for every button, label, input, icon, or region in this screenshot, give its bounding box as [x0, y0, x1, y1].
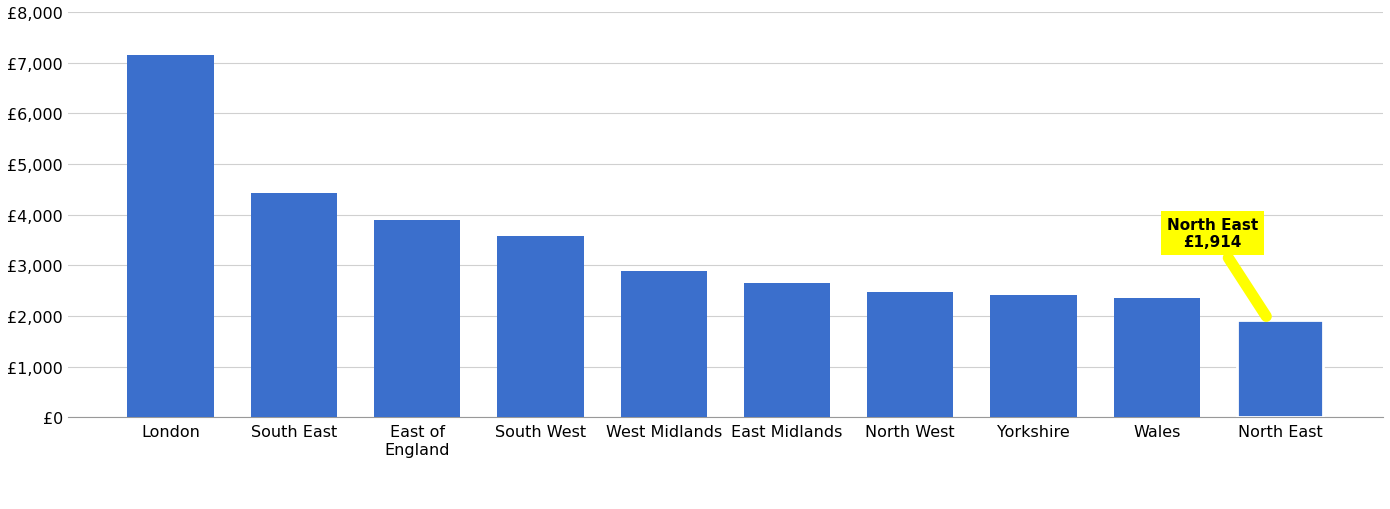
Text: North East
£1,914: North East £1,914: [1166, 217, 1266, 317]
Bar: [1237, 321, 1323, 417]
Bar: [744, 284, 830, 417]
Bar: [1113, 298, 1200, 417]
Bar: [498, 236, 584, 417]
Bar: [250, 193, 336, 417]
Bar: [620, 272, 708, 417]
Bar: [374, 220, 460, 417]
Bar: [128, 56, 214, 417]
Bar: [867, 292, 954, 417]
Bar: [991, 296, 1077, 417]
